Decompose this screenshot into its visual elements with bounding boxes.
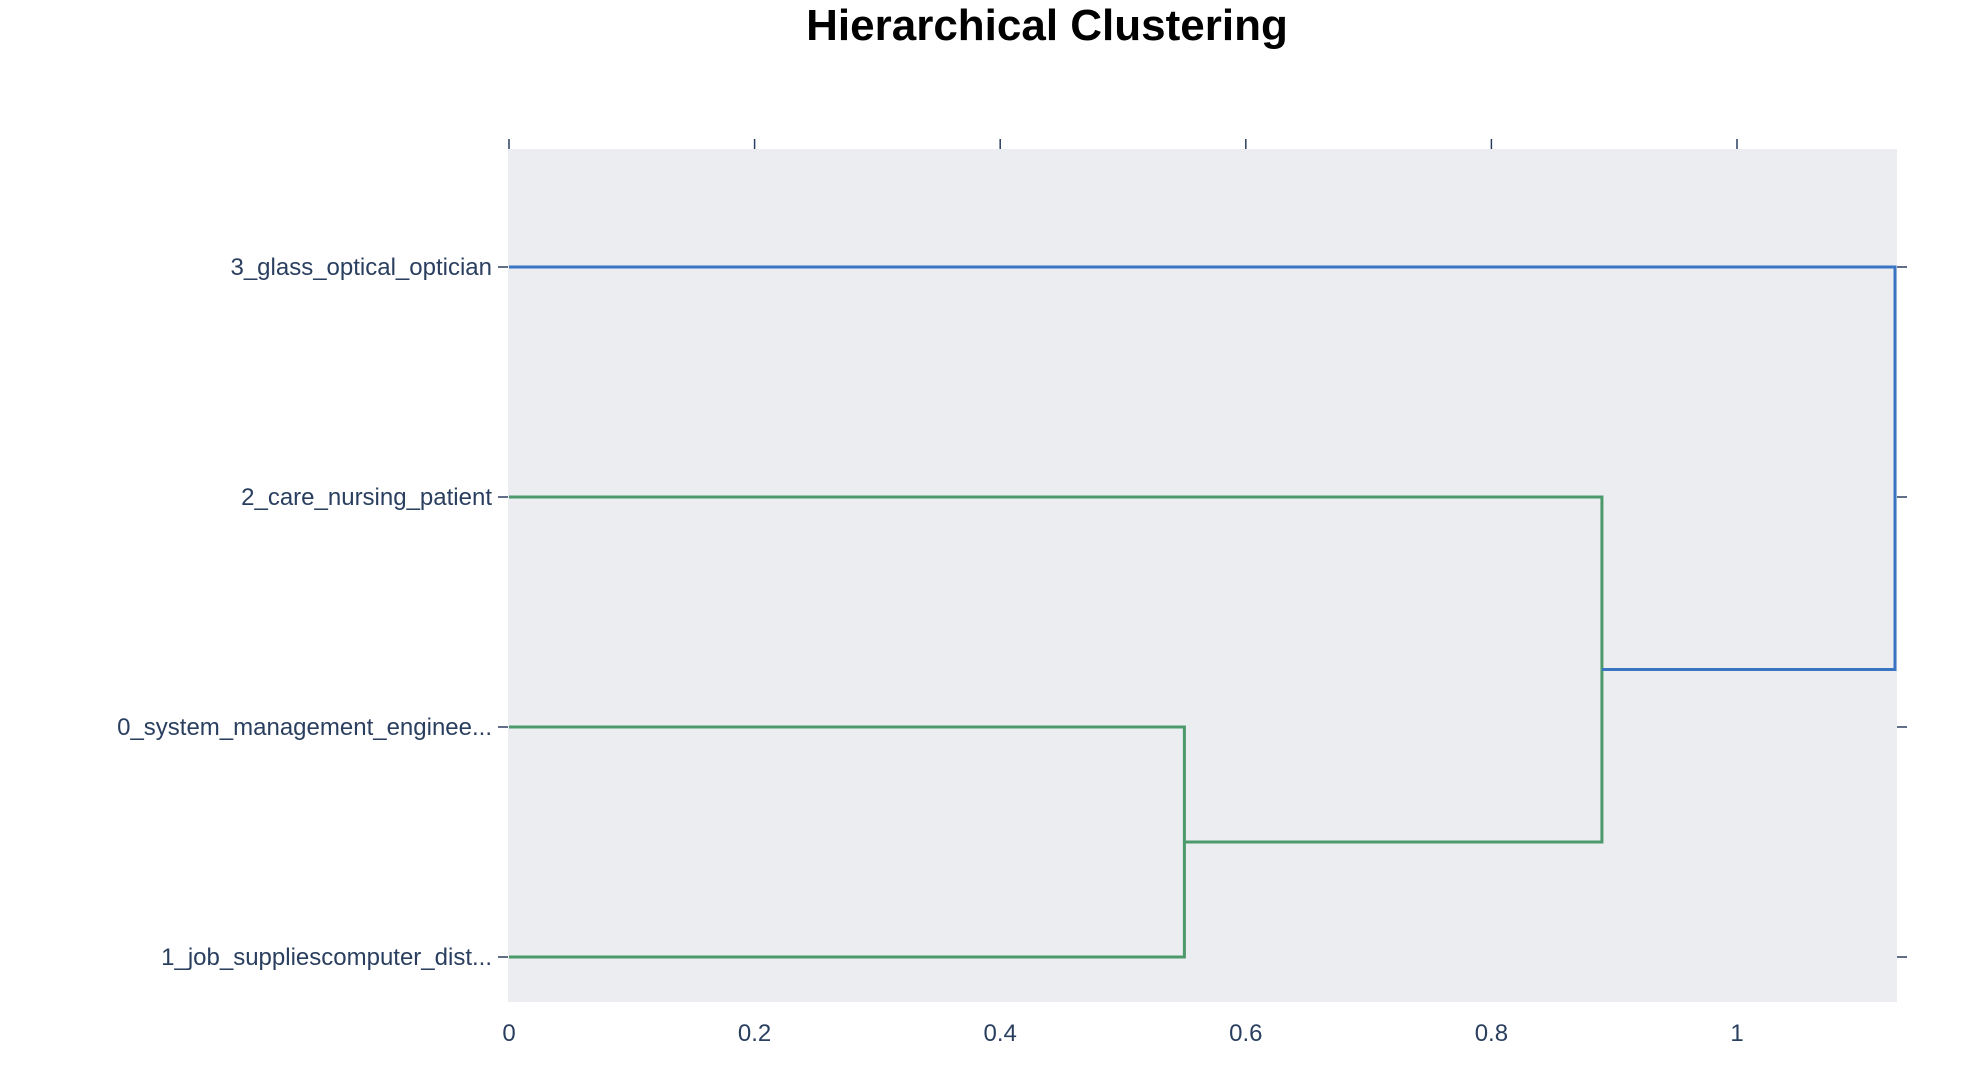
dendrogram-links [509,265,1897,959]
x-tick-label: 0.2 [738,1020,771,1047]
leaf-label: 2_care_nursing_patient [241,484,492,511]
link-cluster-3-201 [509,265,1897,671]
y-axis-right [1897,266,1907,958]
leaf-label: 1_job_suppliescomputer_dist... [161,944,492,971]
leaf-label: 3_glass_optical_optician [230,254,492,281]
plot-area [508,149,1897,1002]
x-tick-label: 0.8 [1475,1020,1508,1047]
x-axis: 0 0.2 0.4 0.6 0.8 1 [502,139,1744,1047]
x-tick-label: 0 [502,1020,515,1047]
x-tick-label: 0.4 [984,1020,1017,1047]
x-tick-label: 0.6 [1229,1020,1262,1047]
chart-title: Hierarchical Clustering [806,1,1288,50]
y-axis-left: 3_glass_optical_optician 2_care_nursing_p… [117,254,508,971]
leaf-label: 0_system_management_enginee... [117,714,492,741]
x-tick-label: 1 [1730,1020,1743,1047]
